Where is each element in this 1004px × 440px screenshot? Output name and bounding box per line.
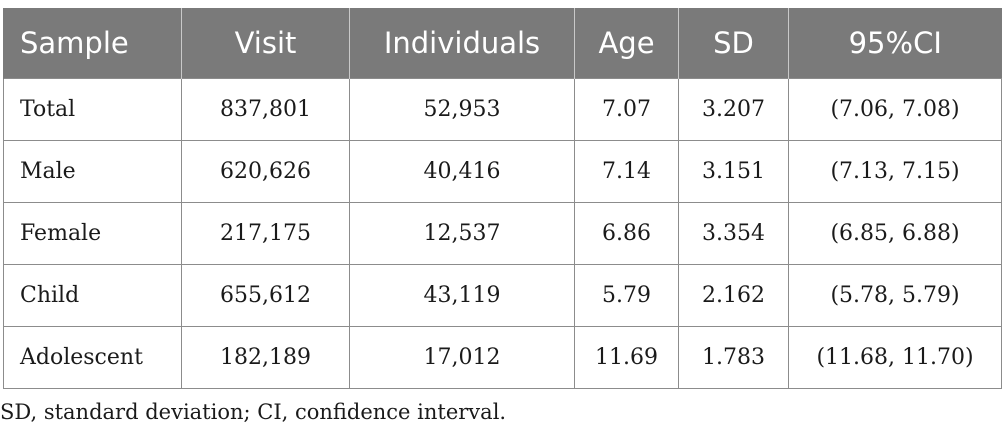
- column-header-sd: SD: [678, 8, 789, 79]
- cell-age: 5.79: [574, 264, 679, 327]
- column-header-individuals: Individuals: [349, 8, 575, 79]
- cell-age: 6.86: [574, 202, 679, 265]
- cell-individuals: 17,012: [349, 326, 575, 389]
- cell-sd: 1.783: [678, 326, 789, 389]
- table-header: Sample Visit Individuals Age SD 95%CI: [3, 8, 1002, 79]
- cell-sample: Male: [3, 140, 182, 203]
- cell-age: 7.14: [574, 140, 679, 203]
- table-body: Total 837,801 52,953 7.07 3.207 (7.06, 7…: [3, 78, 1002, 389]
- cell-sample: Adolescent: [3, 326, 182, 389]
- cell-individuals: 40,416: [349, 140, 575, 203]
- cell-sd: 3.354: [678, 202, 789, 265]
- cell-sd: 3.151: [678, 140, 789, 203]
- header-row: Sample Visit Individuals Age SD 95%CI: [3, 8, 1002, 79]
- data-table-container: Sample Visit Individuals Age SD 95%CI To…: [3, 8, 1002, 389]
- column-header-95ci: 95%CI: [788, 8, 1002, 79]
- table-footnote: SD, standard deviation; CI, confidence i…: [0, 400, 507, 424]
- cell-sd: 3.207: [678, 78, 789, 141]
- cell-95ci: (7.06, 7.08): [788, 78, 1002, 141]
- cell-individuals: 52,953: [349, 78, 575, 141]
- cell-individuals: 43,119: [349, 264, 575, 327]
- cell-sample: Child: [3, 264, 182, 327]
- cell-individuals: 12,537: [349, 202, 575, 265]
- cell-95ci: (6.85, 6.88): [788, 202, 1002, 265]
- column-header-visit: Visit: [181, 8, 350, 79]
- cell-95ci: (5.78, 5.79): [788, 264, 1002, 327]
- cell-95ci: (7.13, 7.15): [788, 140, 1002, 203]
- cell-visit: 182,189: [181, 326, 350, 389]
- table-row: Total 837,801 52,953 7.07 3.207 (7.06, 7…: [3, 78, 1002, 141]
- cell-sd: 2.162: [678, 264, 789, 327]
- column-header-sample: Sample: [3, 8, 182, 79]
- data-table: Sample Visit Individuals Age SD 95%CI To…: [3, 8, 1002, 389]
- cell-sample: Female: [3, 202, 182, 265]
- cell-age: 11.69: [574, 326, 679, 389]
- cell-visit: 217,175: [181, 202, 350, 265]
- cell-visit: 655,612: [181, 264, 350, 327]
- cell-sample: Total: [3, 78, 182, 141]
- cell-95ci: (11.68, 11.70): [788, 326, 1002, 389]
- column-header-age: Age: [574, 8, 679, 79]
- table-row: Adolescent 182,189 17,012 11.69 1.783 (1…: [3, 326, 1002, 389]
- table-row: Male 620,626 40,416 7.14 3.151 (7.13, 7.…: [3, 140, 1002, 203]
- cell-age: 7.07: [574, 78, 679, 141]
- table-row: Child 655,612 43,119 5.79 2.162 (5.78, 5…: [3, 264, 1002, 327]
- cell-visit: 620,626: [181, 140, 350, 203]
- table-row: Female 217,175 12,537 6.86 3.354 (6.85, …: [3, 202, 1002, 265]
- cell-visit: 837,801: [181, 78, 350, 141]
